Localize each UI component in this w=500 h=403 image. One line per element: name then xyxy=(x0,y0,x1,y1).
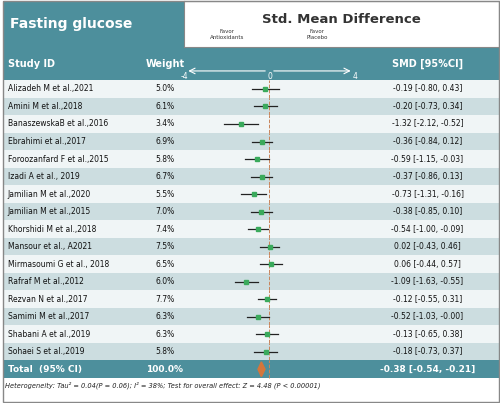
Text: -0.13 [-0.65, 0.38]: -0.13 [-0.65, 0.38] xyxy=(393,330,462,339)
Text: 6.3%: 6.3% xyxy=(156,312,174,321)
Bar xyxy=(2,343,499,361)
Bar xyxy=(184,1,499,47)
Text: -1.32 [-2.12, -0.52]: -1.32 [-2.12, -0.52] xyxy=(392,120,464,129)
Text: 6.7%: 6.7% xyxy=(156,172,174,181)
Text: 100.0%: 100.0% xyxy=(146,365,184,374)
Bar xyxy=(2,361,499,378)
Text: 6.1%: 6.1% xyxy=(156,102,174,111)
Text: Ebrahimi et al.,2017: Ebrahimi et al.,2017 xyxy=(8,137,86,146)
Text: BanaszewskaB et al.,2016: BanaszewskaB et al.,2016 xyxy=(8,120,108,129)
Text: Jamilian M et al.,2020: Jamilian M et al.,2020 xyxy=(8,189,91,199)
Text: -0.20 [-0.73, 0.34]: -0.20 [-0.73, 0.34] xyxy=(393,102,462,111)
Text: Rezvan N et al.,2017: Rezvan N et al.,2017 xyxy=(8,295,87,304)
Text: -0.18 [-0.73, 0.37]: -0.18 [-0.73, 0.37] xyxy=(393,347,462,356)
Text: Heterogeneity: Tau² = 0.04(P = 0.06); I² = 38%; Test for overall effect: Z = 4.4: Heterogeneity: Tau² = 0.04(P = 0.06); I²… xyxy=(5,381,320,389)
Text: 5.8%: 5.8% xyxy=(156,347,174,356)
Text: 7.5%: 7.5% xyxy=(156,242,174,251)
Text: 0.02 [-0.43, 0.46]: 0.02 [-0.43, 0.46] xyxy=(394,242,461,251)
Text: 6.5%: 6.5% xyxy=(156,260,174,269)
Bar xyxy=(2,150,499,168)
Text: Fasting glucose: Fasting glucose xyxy=(10,17,132,31)
Text: Alizadeh M et al.,2021: Alizadeh M et al.,2021 xyxy=(8,85,93,93)
Text: Total  (95% CI): Total (95% CI) xyxy=(8,365,82,374)
Text: -0.59 [-1.15, -0.03]: -0.59 [-1.15, -0.03] xyxy=(392,154,464,164)
Text: Favor
Antioxidants: Favor Antioxidants xyxy=(210,29,244,39)
Text: 7.0%: 7.0% xyxy=(156,207,174,216)
Polygon shape xyxy=(258,362,265,377)
Text: -0.38 [-0.85, 0.10]: -0.38 [-0.85, 0.10] xyxy=(393,207,462,216)
Text: 7.4%: 7.4% xyxy=(156,224,174,234)
Text: 7.7%: 7.7% xyxy=(156,295,174,304)
Text: Study ID: Study ID xyxy=(8,59,54,69)
Text: 5.8%: 5.8% xyxy=(156,154,174,164)
Text: 5.5%: 5.5% xyxy=(156,189,174,199)
Text: 3.4%: 3.4% xyxy=(156,120,174,129)
Bar xyxy=(2,98,499,115)
Text: 4: 4 xyxy=(352,72,358,81)
Text: -0.73 [-1.31, -0.16]: -0.73 [-1.31, -0.16] xyxy=(392,189,464,199)
Text: -0.37 [-0.86, 0.13]: -0.37 [-0.86, 0.13] xyxy=(393,172,462,181)
Text: Std. Mean Difference: Std. Mean Difference xyxy=(262,12,421,26)
Bar xyxy=(2,326,499,343)
Text: Izadi A et al., 2019: Izadi A et al., 2019 xyxy=(8,172,79,181)
Text: Foroozanfard F et al.,2015: Foroozanfard F et al.,2015 xyxy=(8,154,108,164)
Bar xyxy=(2,47,499,80)
Bar xyxy=(2,185,499,203)
Text: Jamilian M et al.,2015: Jamilian M et al.,2015 xyxy=(8,207,91,216)
Bar xyxy=(2,238,499,256)
Bar xyxy=(2,115,499,133)
Text: -0.54 [-1.00, -0.09]: -0.54 [-1.00, -0.09] xyxy=(392,224,464,234)
Text: Mirmasoumi G et al., 2018: Mirmasoumi G et al., 2018 xyxy=(8,260,109,269)
Text: 5.0%: 5.0% xyxy=(156,85,174,93)
Text: Samimi M et al.,2017: Samimi M et al.,2017 xyxy=(8,312,89,321)
Bar xyxy=(2,168,499,185)
Text: -1.09 [-1.63, -0.55]: -1.09 [-1.63, -0.55] xyxy=(392,277,464,286)
Text: Shabani A et al.,2019: Shabani A et al.,2019 xyxy=(8,330,90,339)
Text: -0.38 [-0.54, -0.21]: -0.38 [-0.54, -0.21] xyxy=(380,365,475,374)
Text: -0.19 [-0.80, 0.43]: -0.19 [-0.80, 0.43] xyxy=(393,85,462,93)
Bar xyxy=(2,220,499,238)
Bar xyxy=(2,1,184,47)
Bar xyxy=(2,308,499,326)
Text: Mansour et al., A2021: Mansour et al., A2021 xyxy=(8,242,91,251)
Text: -4: -4 xyxy=(180,72,188,81)
Text: -0.36 [-0.84, 0.12]: -0.36 [-0.84, 0.12] xyxy=(393,137,462,146)
Text: 6.3%: 6.3% xyxy=(156,330,174,339)
Bar xyxy=(2,273,499,291)
Text: -0.52 [-1.03, -0.00]: -0.52 [-1.03, -0.00] xyxy=(392,312,464,321)
Text: SMD [95%CI]: SMD [95%CI] xyxy=(392,58,463,69)
Text: -0.12 [-0.55, 0.31]: -0.12 [-0.55, 0.31] xyxy=(393,295,462,304)
Bar xyxy=(2,291,499,308)
Bar xyxy=(2,256,499,273)
Text: 0: 0 xyxy=(267,72,272,81)
Text: Rafraf M et al.,2012: Rafraf M et al.,2012 xyxy=(8,277,84,286)
Text: Amini M et al.,2018: Amini M et al.,2018 xyxy=(8,102,82,111)
Text: Favor
Placebo: Favor Placebo xyxy=(306,29,328,39)
Text: Sohaei S et al.,2019: Sohaei S et al.,2019 xyxy=(8,347,84,356)
Text: 6.9%: 6.9% xyxy=(156,137,174,146)
Bar xyxy=(2,133,499,150)
Bar xyxy=(2,80,499,98)
Text: 0.06 [-0.44, 0.57]: 0.06 [-0.44, 0.57] xyxy=(394,260,461,269)
Text: Weight: Weight xyxy=(146,59,184,69)
Text: Khorshidi M et al.,2018: Khorshidi M et al.,2018 xyxy=(8,224,96,234)
Bar xyxy=(2,203,499,220)
Text: 6.0%: 6.0% xyxy=(156,277,174,286)
